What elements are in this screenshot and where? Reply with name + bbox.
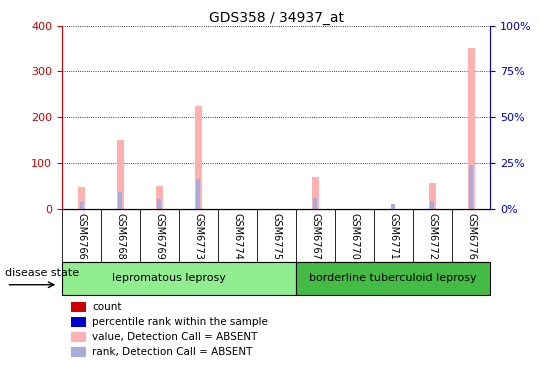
- Bar: [467, 49, 474, 209]
- Bar: [296, 262, 490, 295]
- Bar: [71, 347, 86, 356]
- Bar: [71, 302, 86, 312]
- Bar: [80, 202, 84, 209]
- Bar: [157, 198, 161, 209]
- Bar: [119, 192, 122, 209]
- Text: GSM6767: GSM6767: [310, 213, 320, 260]
- Bar: [313, 198, 317, 209]
- Bar: [195, 106, 202, 209]
- Title: GDS358 / 34937_at: GDS358 / 34937_at: [209, 11, 344, 25]
- Bar: [430, 201, 434, 209]
- Bar: [196, 179, 201, 209]
- Text: borderline tuberculoid leprosy: borderline tuberculoid leprosy: [309, 273, 477, 283]
- Bar: [312, 177, 319, 209]
- Text: GSM6773: GSM6773: [194, 213, 203, 260]
- Bar: [71, 317, 86, 327]
- Text: value, Detection Call = ABSENT: value, Detection Call = ABSENT: [92, 332, 257, 342]
- Text: lepromatous leprosy: lepromatous leprosy: [112, 273, 226, 283]
- Text: GSM6768: GSM6768: [115, 213, 126, 259]
- Bar: [429, 183, 436, 209]
- Text: GSM6769: GSM6769: [154, 213, 164, 259]
- Bar: [117, 140, 124, 209]
- Bar: [156, 186, 163, 209]
- Text: GSM6766: GSM6766: [77, 213, 86, 259]
- Text: GSM6775: GSM6775: [271, 213, 281, 260]
- Text: disease state: disease state: [5, 268, 80, 278]
- Text: GSM6770: GSM6770: [349, 213, 359, 260]
- Text: percentile rank within the sample: percentile rank within the sample: [92, 317, 268, 327]
- Bar: [469, 165, 473, 209]
- Bar: [71, 332, 86, 341]
- Text: GSM6774: GSM6774: [232, 213, 243, 260]
- Text: GSM6772: GSM6772: [427, 213, 437, 260]
- Text: GSM6771: GSM6771: [388, 213, 398, 260]
- Text: count: count: [92, 302, 121, 312]
- Bar: [62, 262, 296, 295]
- Text: rank, Detection Call = ABSENT: rank, Detection Call = ABSENT: [92, 347, 252, 357]
- Bar: [391, 204, 395, 209]
- Bar: [78, 187, 85, 209]
- Text: GSM6776: GSM6776: [466, 213, 476, 260]
